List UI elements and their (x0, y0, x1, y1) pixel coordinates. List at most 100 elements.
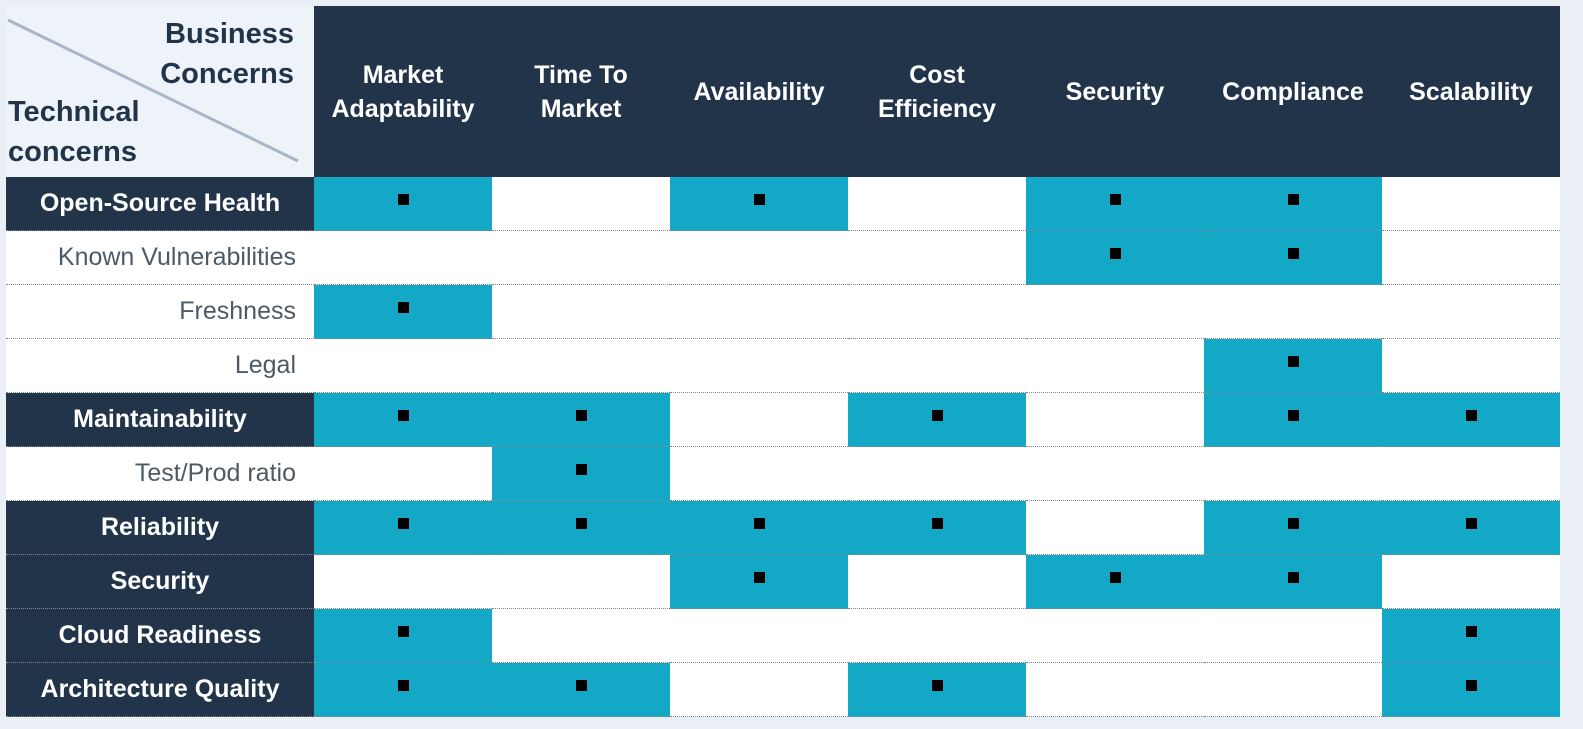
square-bullet-icon (1287, 409, 1299, 421)
row-label: Cloud Readiness (6, 608, 314, 663)
matrix-cell-marked (492, 662, 670, 717)
matrix-cell-marked (1026, 230, 1204, 285)
matrix-cell-empty (492, 554, 670, 609)
matrix-cell-empty (1382, 338, 1560, 393)
matrix-cell-empty (1026, 392, 1204, 447)
column-header-availability: Availability (670, 6, 848, 177)
matrix-cell-empty (1026, 284, 1204, 339)
column-header-cost-efficiency: Cost Efficiency (848, 6, 1026, 177)
matrix-cell-empty (848, 608, 1026, 663)
matrix-cell-empty (314, 338, 492, 393)
matrix-cell-empty (848, 554, 1026, 609)
matrix-body: Open-Source Health Known Vulnerabilities F… (6, 177, 1560, 717)
matrix-cell-empty (1026, 338, 1204, 393)
square-bullet-icon (931, 517, 943, 529)
square-bullet-icon (575, 517, 587, 529)
matrix-cell-marked (1026, 554, 1204, 609)
matrix-cell-marked (1204, 554, 1382, 609)
matrix-cell-empty (1204, 446, 1382, 501)
technical-line-1: Technical (8, 96, 140, 128)
matrix-cell-marked (314, 500, 492, 555)
matrix-cell-marked (1204, 500, 1382, 555)
column-header-security: Security (1026, 6, 1204, 177)
matrix-cell-marked (670, 554, 848, 609)
technical-line-2: concerns (8, 136, 137, 168)
square-bullet-icon (1287, 247, 1299, 259)
matrix-cell-empty (492, 230, 670, 285)
matrix-cell-marked (848, 500, 1026, 555)
matrix-cell-marked (1382, 662, 1560, 717)
matrix-cell-marked (1204, 177, 1382, 231)
matrix-cell-empty (1382, 230, 1560, 285)
column-header-line-1: Security (1065, 77, 1165, 106)
matrix-cell-marked (1026, 177, 1204, 231)
matrix-cell-empty (1026, 608, 1204, 663)
square-bullet-icon (575, 679, 587, 691)
row-label: Freshness (6, 284, 314, 339)
square-bullet-icon (753, 193, 765, 205)
matrix-cell-marked (848, 662, 1026, 717)
header-row: Business Concerns Technical concerns Mar… (6, 6, 1560, 177)
matrix-cell-marked (314, 608, 492, 663)
matrix-cell-empty (492, 177, 670, 231)
matrix-cell-marked (848, 392, 1026, 447)
matrix-cell-empty (848, 177, 1026, 231)
row-label: Architecture Quality (6, 662, 314, 717)
row-label: Known Vulnerabilities (6, 230, 314, 285)
matrix-cell-marked (314, 392, 492, 447)
row-label: Open-Source Health (6, 177, 314, 231)
square-bullet-icon (1465, 679, 1477, 691)
column-header-market-adaptability: Market Adaptability (314, 6, 492, 177)
square-bullet-icon (397, 409, 409, 421)
matrix-cell-empty (670, 338, 848, 393)
column-header-line-1: Compliance (1222, 77, 1364, 106)
square-bullet-icon (397, 679, 409, 691)
business-concerns-label: Business Concerns (160, 14, 294, 94)
row-label: Reliability (6, 500, 314, 555)
matrix-cell-empty (848, 284, 1026, 339)
matrix-cell-empty (1382, 177, 1560, 231)
square-bullet-icon (1287, 355, 1299, 367)
matrix-cell-marked (314, 284, 492, 339)
matrix-cell-empty (314, 446, 492, 501)
square-bullet-icon (1465, 625, 1477, 637)
matrix-cell-empty (670, 230, 848, 285)
square-bullet-icon (397, 517, 409, 529)
matrix-cell-marked (1204, 392, 1382, 447)
square-bullet-icon (753, 571, 765, 583)
column-header-line-1: Scalability (1409, 77, 1533, 106)
square-bullet-icon (1287, 517, 1299, 529)
square-bullet-icon (931, 409, 943, 421)
matrix-cell-empty (848, 338, 1026, 393)
square-bullet-icon (575, 409, 587, 421)
matrix-cell-empty (1382, 554, 1560, 609)
row-label: Security (6, 554, 314, 609)
matrix-row-legal: Legal (6, 338, 1560, 393)
matrix-cell-empty (848, 230, 1026, 285)
square-bullet-icon (1109, 247, 1121, 259)
matrix-cell-empty (670, 608, 848, 663)
matrix-row-security: Security (6, 554, 1560, 609)
matrix-cell-empty (1204, 662, 1382, 717)
matrix-row-reliability: Reliability (6, 500, 1560, 555)
square-bullet-icon (1465, 409, 1477, 421)
column-header-line-1: Market (362, 60, 444, 89)
matrix-cell-empty (492, 608, 670, 663)
matrix-row-architecture-quality: Architecture Quality (6, 662, 1560, 717)
square-bullet-icon (1287, 571, 1299, 583)
matrix-cell-empty (670, 662, 848, 717)
matrix-cell-marked (670, 500, 848, 555)
row-label: Maintainability (6, 392, 314, 447)
business-line-2: Concerns (160, 58, 294, 90)
column-header-line-1: Availability (693, 77, 825, 106)
matrix-cell-empty (848, 446, 1026, 501)
row-label: Test/Prod ratio (6, 446, 314, 501)
matrix-cell-empty (314, 230, 492, 285)
matrix-cell-empty (1026, 662, 1204, 717)
business-line-1: Business (165, 18, 294, 50)
matrix-row-open-source-health: Open-Source Health (6, 177, 1560, 231)
square-bullet-icon (397, 193, 409, 205)
matrix-cell-marked (1204, 230, 1382, 285)
matrix-cell-empty (492, 338, 670, 393)
matrix-cell-empty (1204, 284, 1382, 339)
